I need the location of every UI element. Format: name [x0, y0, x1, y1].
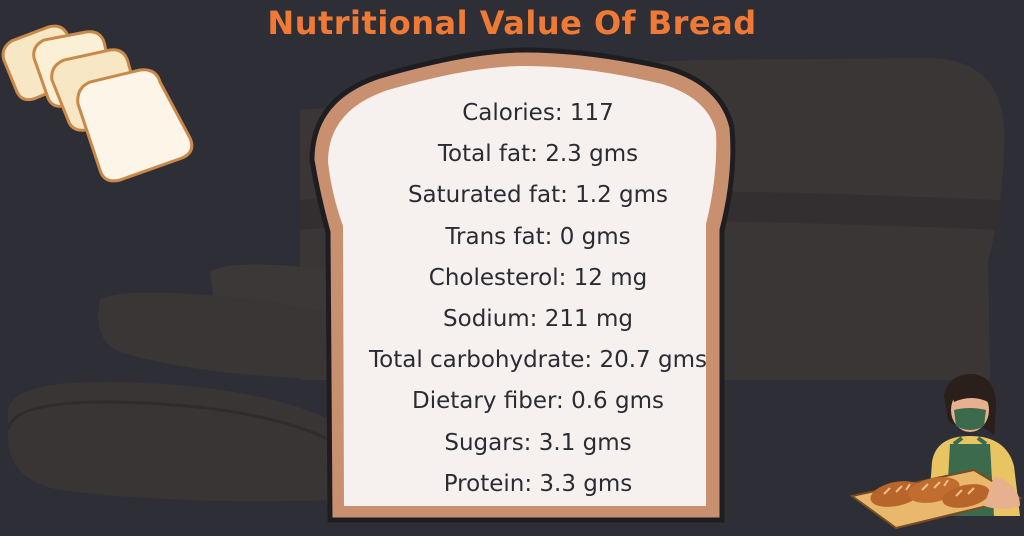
fact-calories: Calories: 117: [462, 100, 614, 126]
bread-slices-icon: [1, 24, 194, 183]
fact-total-carbohydrate: Total carbohydrate: 20.7 gms: [369, 347, 707, 374]
fact-dietary-fiber: Dietary fiber: 0.6 gms: [412, 388, 664, 415]
fact-sodium: Sodium: 211 mg: [443, 306, 633, 333]
nutrition-facts-list: Calories: 117 Total fat: 2.3 gms Saturat…: [338, 93, 738, 505]
baker-illustration-icon: [849, 374, 1023, 530]
fact-sugars: Sugars: 3.1 gms: [444, 429, 632, 456]
fact-cholesterol: Cholesterol: 12 mg: [428, 264, 648, 291]
fact-trans-fat: Trans fat: 0 gms: [445, 223, 631, 250]
fact-saturated-fat: Saturated fat: 1.2 gms: [407, 182, 669, 209]
page-title: Nutritional Value Of Bread: [267, 4, 757, 42]
fact-total-fat: Total fat: 2.3 gms: [437, 141, 639, 168]
fact-protein: Protein: 3.3 gms: [443, 470, 633, 497]
